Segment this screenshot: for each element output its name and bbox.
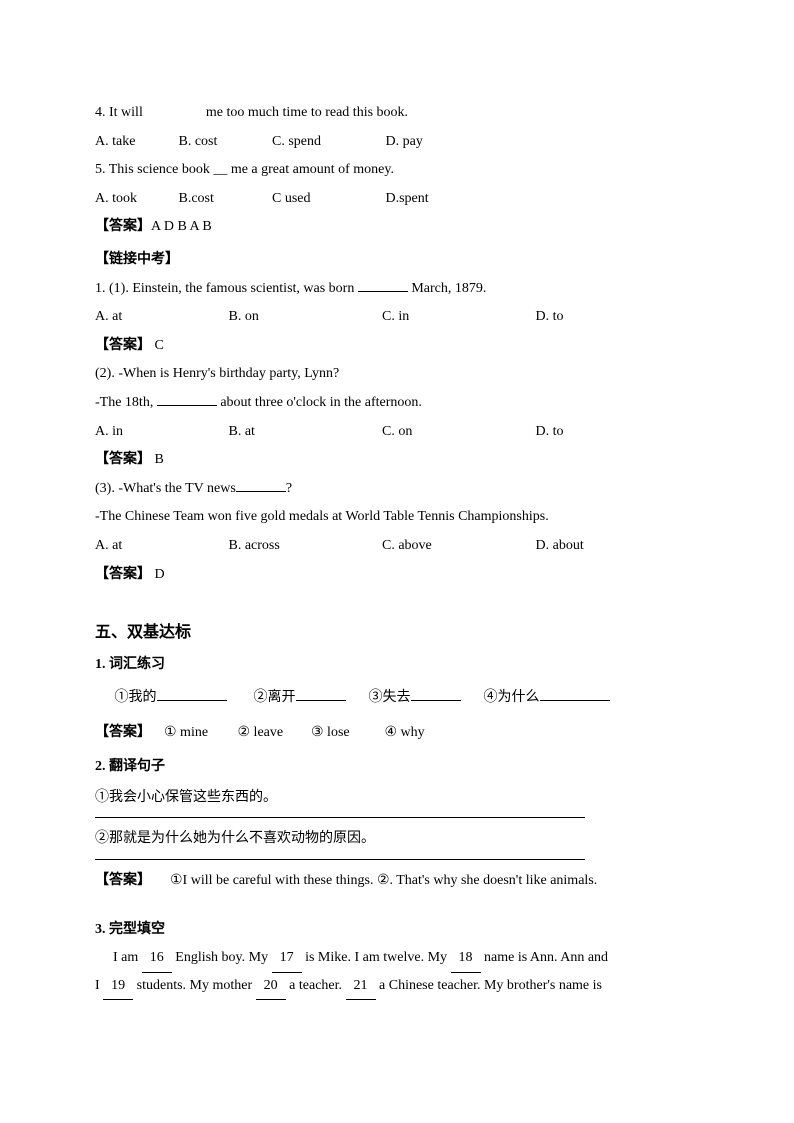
lq1-answer: 【答案】 C [95,333,699,360]
trans-answer: 【答案】 ①I will be careful with these thing… [95,868,699,895]
trans2: ②那就是为什么她为什么不喜欢动物的原因。 [95,826,699,853]
lq1-options: A. at B. on C. in D. to [95,304,699,331]
lq2-answer: 【答案】 B [95,447,699,474]
trans2-blank [95,859,585,860]
link-exam-title: 【链接中考】 [95,247,699,274]
q5-options: A. took B.cost C used D.spent [95,186,699,213]
trans1: ①我会小心保管这些东西的。 [95,785,699,812]
vocab-answer: 【答案】 ① mine ② leave ③ lose ④ why [95,720,699,747]
trans1-blank [95,817,585,818]
q5-text: 5. This science book __ me a great amoun… [95,157,699,184]
lq1-text: 1. (1). Einstein, the famous scientist, … [95,276,699,303]
vocab-items: ①我的 ②离开 ③失去 ④为什么 [95,685,699,712]
lq3-text: (3). -What's the TV news? [95,476,699,503]
q4-options: A. take B. cost C. spend D. pay [95,129,699,156]
q4-text: 4. It will me too much time to read this… [95,100,699,127]
translate-title: 2. 翻译句子 [95,754,699,781]
answer-1: 【答案】A D B A B [95,214,699,241]
lq3-answer: 【答案】 D [95,562,699,589]
lq3-text2: -The Chinese Team won five gold medals a… [95,504,699,531]
lq2-options: A. in B. at C. on D. to [95,419,699,446]
lq3-options: A. at B. across C. above D. about [95,533,699,560]
lq2-text: (2). -When is Henry's birthday party, Ly… [95,361,699,388]
cloze-title: 3. 完型填空 [95,917,699,944]
section5-title: 五、双基达标 [95,618,699,648]
cloze-text: I am 16 English boy. My 17 is Mike. I am… [95,945,699,1000]
vocab-title: 1. 词汇练习 [95,652,699,679]
lq2-text2: -The 18th, about three o'clock in the af… [95,390,699,417]
